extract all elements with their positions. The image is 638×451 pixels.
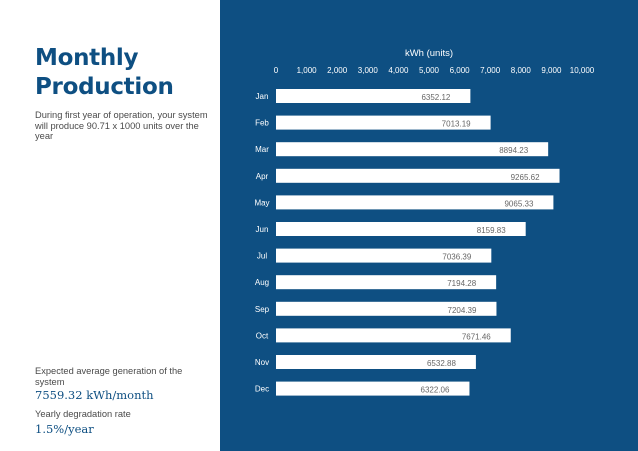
category-label: May <box>254 198 269 207</box>
x-tick-label: 10,000 <box>570 66 595 75</box>
bar-nov <box>276 355 476 369</box>
bar-value-label: 8159.83 <box>477 226 506 235</box>
avg-generation-label: Expected average generation of the syste… <box>35 366 183 387</box>
chart-panel: kWh (units) 0 1,000 2,000 3,000 4,000 5,000 6,0… <box>220 0 638 451</box>
bar-apr <box>276 168 560 183</box>
bar-oct <box>276 328 511 343</box>
bar-sep <box>276 301 497 316</box>
bar-value-label: 6532.88 <box>427 359 456 368</box>
x-tick-label: 5,000 <box>419 66 440 75</box>
category-label: Sep <box>255 305 270 314</box>
category-label: Jan <box>256 92 269 101</box>
bar-dec <box>276 381 470 396</box>
category-label: Nov <box>255 358 269 367</box>
degradation-label: Yearly degradation rate <box>35 409 131 419</box>
x-tick-label: 8,000 <box>511 66 532 75</box>
bar-value-label: 9265.62 <box>511 173 540 182</box>
x-tick-label: 2,000 <box>327 66 348 75</box>
category-label: Jun <box>256 225 269 234</box>
bar-value-label: 7671.46 <box>462 332 491 341</box>
bar-mar <box>276 142 549 157</box>
bar-value-label: 8894.23 <box>499 146 528 155</box>
x-tick-label: 9,000 <box>541 66 562 75</box>
bar-value-label: 9065.33 <box>504 199 533 208</box>
degradation-value: 1.5%/year <box>35 422 94 436</box>
bar-value-label: 6352.12 <box>421 93 450 102</box>
category-label: Aug <box>255 278 269 287</box>
category-label: Mar <box>255 145 269 154</box>
x-axis-title: kWh (units) <box>405 48 453 59</box>
bar-feb <box>276 115 491 130</box>
bar-value-label: 7204.39 <box>448 306 477 315</box>
x-tick-label: 0 <box>274 66 279 75</box>
bar-jun <box>276 222 526 236</box>
category-label: Apr <box>256 172 269 181</box>
category-label: Feb <box>255 119 269 128</box>
category-label: Oct <box>256 331 269 340</box>
bar-value-label: 7194.28 <box>447 279 476 288</box>
category-label: Jul <box>257 252 267 261</box>
bar-jan <box>276 89 471 103</box>
x-tick-label: 6,000 <box>450 66 471 75</box>
x-tick-label: 7,000 <box>480 66 501 75</box>
x-tick-label: 1,000 <box>297 66 318 75</box>
bar-aug <box>276 275 497 290</box>
x-tick-label: 3,000 <box>358 66 379 75</box>
page-title: Monthly Production <box>35 45 174 100</box>
bar-value-label: 6322.06 <box>421 386 450 395</box>
summary-panel: Monthly Production During first year of … <box>0 0 220 451</box>
x-tick-label: 4,000 <box>388 66 409 75</box>
production-bar-chart: kWh (units) 0 1,000 2,000 3,000 4,000 5,000 6,0… <box>254 48 595 396</box>
bar-jul <box>276 248 492 263</box>
bar-value-label: 7013.19 <box>442 120 471 129</box>
bar-may <box>276 195 554 210</box>
page-subtitle: During first year of operation, your sys… <box>35 110 208 141</box>
category-label: Dec <box>255 385 269 394</box>
bar-value-label: 7036.39 <box>442 253 471 262</box>
avg-generation-value: 7559.32 kWh/month <box>35 388 154 402</box>
